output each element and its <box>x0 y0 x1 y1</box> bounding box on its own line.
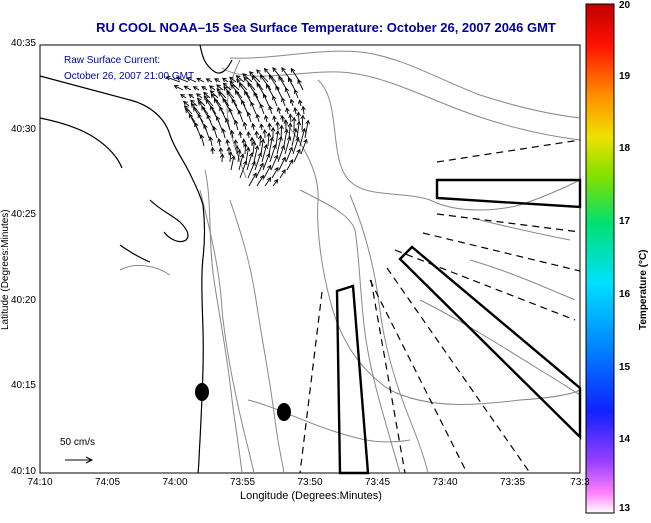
colorbar-tick-label: 19 <box>619 71 630 82</box>
y-tick-label: 40:35 <box>0 38 36 49</box>
colorbar-tick-label: 14 <box>619 434 630 445</box>
shoal-feature <box>277 403 291 421</box>
colorbar-tick-label: 20 <box>619 0 630 11</box>
colorbar-tick-label: 13 <box>619 503 630 514</box>
annotation-line-1: Raw Surface Current: <box>64 55 160 66</box>
y-tick-label: 40:10 <box>0 466 36 477</box>
x-tick-label: 73:45 <box>353 477 403 488</box>
scale-label: 50 cm/s <box>60 437 95 448</box>
x-tick-label: 73:40 <box>420 477 470 488</box>
x-tick-label: 73:35 <box>488 477 538 488</box>
colorbar <box>586 4 614 513</box>
colorbar-label: Temperature (°C) <box>638 250 649 331</box>
x-tick-label: 74:10 <box>15 477 65 488</box>
x-axis-label: Longitude (Degrees:Minutes) <box>240 490 382 502</box>
annotation-line-2: October 26, 2007 21:00 GMT <box>64 71 194 82</box>
x-tick-label: 73:50 <box>285 477 335 488</box>
colorbar-tick-label: 18 <box>619 143 630 154</box>
colorbar-tick-label: 17 <box>619 216 630 227</box>
current-vector <box>260 136 261 147</box>
x-tick-label: 73:3 <box>555 477 605 488</box>
plot-frame <box>40 45 580 473</box>
colorbar-tick-label: 16 <box>619 289 630 300</box>
x-tick-label: 74:00 <box>150 477 200 488</box>
x-tick-label: 74:05 <box>83 477 133 488</box>
y-tick-label: 40:30 <box>0 124 36 135</box>
y-tick-label: 40:15 <box>0 380 36 391</box>
figure-title: RU COOL NOAA–15 Sea Surface Temperature:… <box>70 20 582 35</box>
y-axis-label: Latitude (Degrees:Minutes) <box>0 209 11 330</box>
shoal-feature <box>195 383 209 401</box>
x-tick-label: 73:55 <box>218 477 268 488</box>
colorbar-tick-label: 15 <box>619 362 630 373</box>
